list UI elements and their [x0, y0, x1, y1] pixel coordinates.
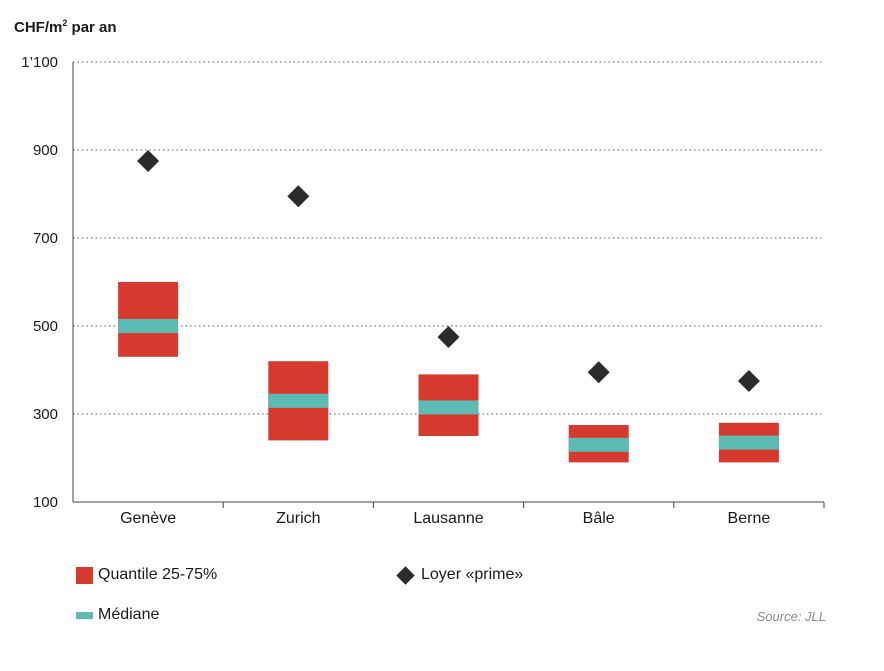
source-note: Source: JLL: [756, 609, 826, 624]
legend-swatch-quantile: [76, 566, 93, 584]
legend-item-quantile: Quantile 25-75%: [76, 566, 217, 584]
x-tick-label: Berne: [728, 510, 771, 527]
x-tick-label: Genève: [120, 510, 176, 527]
prime-marker: [587, 361, 610, 384]
x-tick-label: Zurich: [276, 510, 320, 527]
prime-marker: [137, 150, 160, 172]
legend-swatch-median: [76, 611, 93, 619]
y-tick-label: 100: [33, 494, 58, 511]
median-bar: [568, 437, 629, 452]
y-tick-label: 900: [33, 142, 58, 159]
y-tick-label: 700: [33, 230, 58, 247]
x-tick-label: Lausanne: [413, 510, 483, 527]
prime-marker: [737, 370, 760, 392]
y-tick-label: 1’100: [21, 54, 58, 71]
legend-label-prime: Loyer «prime»: [421, 566, 524, 583]
prime-marker: [287, 185, 310, 208]
legend-item-median: Médiane: [76, 606, 159, 624]
median-bar: [718, 435, 779, 450]
y-tick-label: 500: [33, 318, 58, 335]
legend-item-prime: Loyer «prime»: [396, 565, 524, 585]
y-tick-label: 300: [33, 406, 58, 423]
y-axis-title: CHF/m2 par an: [14, 18, 117, 36]
legend-swatch-prime: [396, 565, 415, 585]
legend-label-median: Médiane: [98, 606, 160, 623]
median-bar: [418, 400, 479, 415]
prime-marker: [437, 326, 460, 348]
median-bar: [118, 319, 179, 333]
median-bar: [268, 393, 329, 408]
legend-label-quantile: Quantile 25-75%: [98, 566, 218, 583]
x-tick-label: Bâle: [583, 510, 615, 527]
